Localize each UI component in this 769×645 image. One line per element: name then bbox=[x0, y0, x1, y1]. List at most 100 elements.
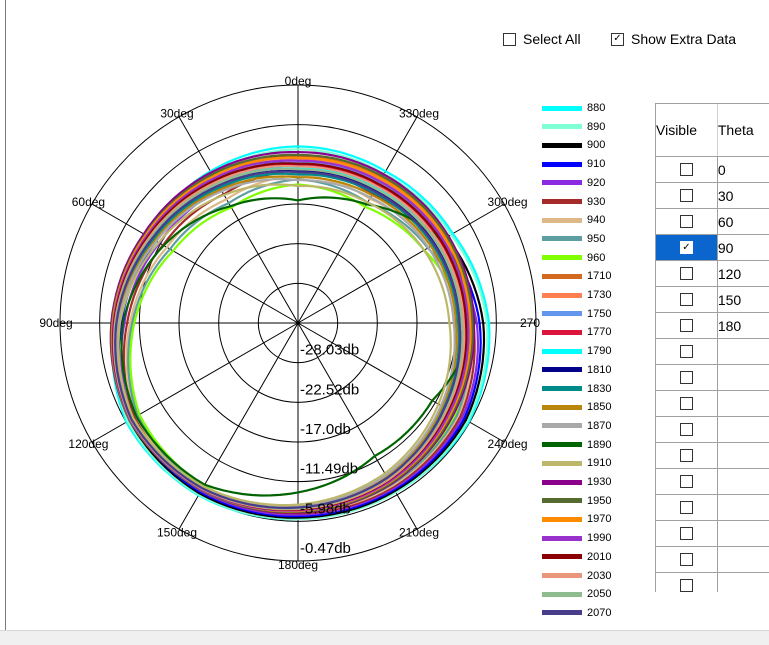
visible-checkbox[interactable] bbox=[679, 397, 693, 410]
grid-row[interactable]: 60 bbox=[656, 208, 769, 235]
radial-label: -17.0db bbox=[300, 421, 351, 438]
visible-cell[interactable] bbox=[656, 156, 718, 183]
theta-cell[interactable] bbox=[717, 572, 769, 592]
visible-checkbox[interactable] bbox=[679, 423, 693, 436]
grid-row[interactable]: 120 bbox=[656, 260, 769, 287]
select-all-checkbox[interactable]: Select All bbox=[503, 28, 581, 50]
window-left-border bbox=[5, 0, 6, 630]
grid-row[interactable]: 30 bbox=[656, 182, 769, 209]
grid-row[interactable]: ✓ 90 bbox=[656, 234, 769, 261]
grid-row[interactable] bbox=[656, 364, 769, 391]
theta-cell[interactable]: 30 bbox=[717, 182, 769, 209]
visible-checkbox[interactable] bbox=[679, 527, 693, 540]
legend-swatch bbox=[542, 591, 582, 597]
visible-cell[interactable] bbox=[656, 442, 718, 469]
grid-row[interactable] bbox=[656, 572, 769, 592]
theta-cell[interactable] bbox=[717, 494, 769, 521]
visible-cell[interactable] bbox=[656, 312, 718, 339]
theta-grid[interactable]: Visible Theta 0 30 60 ✓ 90 120 150 180 bbox=[655, 103, 769, 592]
theta-cell[interactable]: 60 bbox=[717, 208, 769, 235]
visible-checkbox[interactable] bbox=[679, 579, 693, 592]
visible-cell[interactable] bbox=[656, 364, 718, 391]
theta-cell[interactable]: 0 bbox=[717, 156, 769, 183]
theta-cell[interactable] bbox=[717, 468, 769, 495]
legend-label: 1910 bbox=[587, 457, 612, 470]
legend-item: 1990 bbox=[542, 530, 611, 546]
theta-cell[interactable]: 90 bbox=[717, 234, 769, 261]
legend-item: 1910 bbox=[542, 455, 611, 471]
visible-cell[interactable] bbox=[656, 416, 718, 443]
theta-cell[interactable]: 180 bbox=[717, 312, 769, 339]
theta-cell[interactable]: 150 bbox=[717, 286, 769, 313]
column-header-visible[interactable]: Visible bbox=[656, 104, 718, 157]
visible-checkbox[interactable] bbox=[679, 215, 693, 228]
legend-swatch bbox=[542, 404, 582, 410]
visible-checkbox[interactable] bbox=[679, 319, 693, 332]
select-all-label: Select All bbox=[523, 31, 581, 47]
legend-label: 1810 bbox=[587, 363, 612, 376]
legend-label: 900 bbox=[587, 139, 606, 152]
grid-row[interactable] bbox=[656, 442, 769, 469]
visible-cell[interactable] bbox=[656, 468, 718, 495]
angle-label: 330deg bbox=[399, 106, 439, 120]
theta-cell[interactable] bbox=[717, 338, 769, 365]
theta-cell[interactable] bbox=[717, 442, 769, 469]
visible-cell[interactable] bbox=[656, 572, 718, 592]
theta-cell[interactable]: 120 bbox=[717, 260, 769, 287]
visible-checkbox[interactable] bbox=[679, 449, 693, 462]
legend-label: 960 bbox=[587, 251, 606, 264]
theta-cell[interactable] bbox=[717, 546, 769, 573]
visible-cell[interactable] bbox=[656, 520, 718, 547]
grid-row[interactable] bbox=[656, 520, 769, 547]
visible-checkbox[interactable] bbox=[679, 293, 693, 306]
visible-cell[interactable] bbox=[656, 286, 718, 313]
show-extra-data-box[interactable]: ✓ bbox=[611, 32, 624, 46]
theta-cell[interactable] bbox=[717, 520, 769, 547]
grid-row[interactable] bbox=[656, 338, 769, 365]
legend-swatch bbox=[542, 479, 582, 485]
visible-checkbox[interactable] bbox=[679, 163, 693, 176]
visible-cell[interactable]: ✓ bbox=[656, 234, 718, 261]
visible-checkbox[interactable] bbox=[679, 475, 693, 488]
grid-row[interactable] bbox=[656, 416, 769, 443]
theta-cell[interactable] bbox=[717, 364, 769, 391]
visible-cell[interactable] bbox=[656, 546, 718, 573]
legend-item: 1770 bbox=[542, 324, 611, 340]
grid-spoke bbox=[297, 203, 505, 324]
theta-cell[interactable] bbox=[717, 390, 769, 417]
grid-row[interactable]: 150 bbox=[656, 286, 769, 313]
grid-row[interactable] bbox=[656, 494, 769, 521]
visible-checkbox[interactable] bbox=[679, 501, 693, 514]
grid-row[interactable] bbox=[656, 390, 769, 417]
show-extra-data-checkbox[interactable]: ✓ Show Extra Data bbox=[611, 28, 736, 50]
visible-cell[interactable] bbox=[656, 260, 718, 287]
visible-checkbox[interactable] bbox=[679, 345, 693, 358]
grid-row[interactable] bbox=[656, 468, 769, 495]
grid-row[interactable] bbox=[656, 546, 769, 573]
legend-label: 930 bbox=[587, 195, 606, 208]
column-header-theta[interactable]: Theta bbox=[717, 104, 769, 157]
legend-swatch bbox=[542, 498, 582, 504]
visible-cell[interactable] bbox=[656, 208, 718, 235]
visible-cell[interactable] bbox=[656, 182, 718, 209]
visible-cell[interactable] bbox=[656, 338, 718, 365]
legend-label: 910 bbox=[587, 158, 606, 171]
legend-item: 1750 bbox=[542, 306, 611, 322]
legend-label: 1890 bbox=[587, 438, 612, 451]
visible-cell[interactable] bbox=[656, 494, 718, 521]
select-all-box[interactable] bbox=[503, 32, 516, 46]
visible-checkbox[interactable] bbox=[679, 553, 693, 566]
visible-checkbox[interactable] bbox=[679, 189, 693, 202]
legend-item: 900 bbox=[542, 137, 605, 153]
grid-row[interactable]: 180 bbox=[656, 312, 769, 339]
radial-labels: -28.03db -22.52db -17.0db -11.49db -5.98db -0… bbox=[300, 342, 359, 557]
visible-checkbox[interactable]: ✓ bbox=[679, 241, 693, 254]
visible-checkbox[interactable] bbox=[679, 371, 693, 384]
visible-checkbox[interactable] bbox=[679, 267, 693, 280]
window-bottom-bar bbox=[0, 630, 769, 645]
legend-swatch bbox=[542, 554, 582, 560]
show-extra-data-label: Show Extra Data bbox=[631, 31, 737, 47]
theta-cell[interactable] bbox=[717, 416, 769, 443]
grid-row[interactable]: 0 bbox=[656, 156, 769, 183]
visible-cell[interactable] bbox=[656, 390, 718, 417]
